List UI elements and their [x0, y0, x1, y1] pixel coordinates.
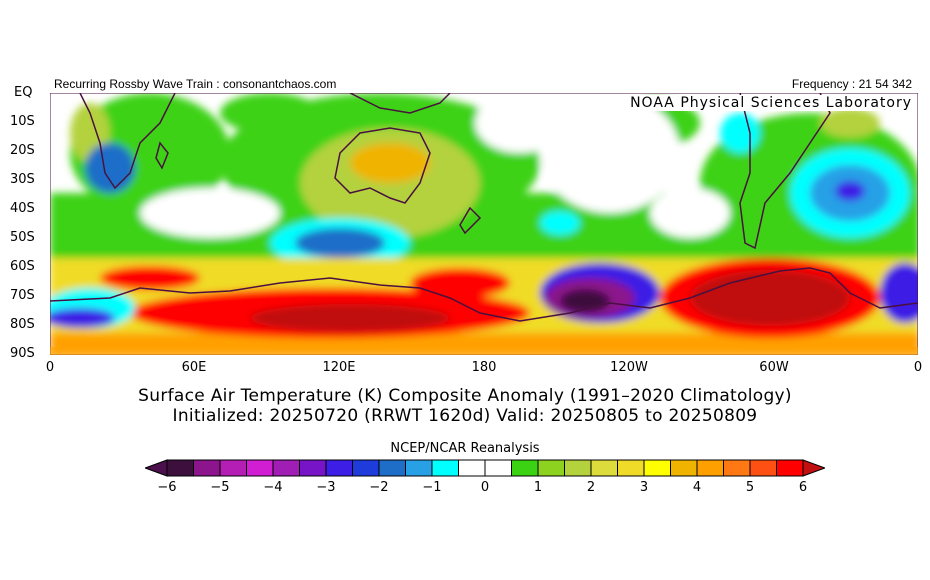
header-right: Frequency : 21 54 342	[791, 77, 912, 91]
lon-label: 60E	[181, 360, 207, 375]
lon-label: 180	[471, 360, 497, 375]
colorbar-swatch	[696, 459, 724, 477]
colorbar-swatch	[325, 459, 353, 477]
colorbar-swatch	[352, 459, 380, 477]
colorbar-tick: 4	[692, 480, 702, 495]
colorbar-swatch	[299, 459, 327, 477]
lon-label: 0	[913, 360, 923, 375]
colorbar-tick: 0	[480, 480, 490, 495]
australia-coast	[334, 127, 431, 204]
colorbar-swatch	[723, 459, 751, 477]
colorbar-swatch	[617, 459, 645, 477]
lat-label: 50S	[10, 230, 35, 245]
lab-label: NOAA Physical Sciences Laboratory	[628, 95, 914, 111]
colorbar-swatch	[405, 459, 433, 477]
colorbar-swatch	[378, 459, 406, 477]
colorbar-label: NCEP/NCAR Reanalysis	[390, 441, 540, 456]
colorbar-swatch	[272, 459, 300, 477]
colorbar-tick: 6	[798, 480, 808, 495]
indonesia-coast	[349, 93, 451, 114]
colorbar-swatch	[166, 459, 194, 477]
colorbar-swatch	[511, 459, 539, 477]
lat-label: 90S	[10, 346, 35, 361]
colorbar-swatch	[193, 459, 221, 477]
africa-coast	[79, 93, 176, 190]
lat-label: EQ	[14, 85, 33, 100]
lon-label: 60W	[759, 360, 789, 375]
colorbar-swatch	[484, 459, 512, 477]
new-zealand-coast	[459, 206, 482, 235]
colorbar-swatch	[776, 459, 804, 477]
colorbar-tick: −3	[316, 480, 336, 495]
colorbar-swatch	[643, 459, 671, 477]
lat-label: 80S	[10, 317, 35, 332]
coastlines	[50, 93, 918, 322]
lon-label: 0	[45, 360, 55, 375]
colorbar	[145, 459, 825, 477]
colorbar-swatch	[219, 459, 247, 477]
lat-label: 20S	[10, 143, 35, 158]
colorbar-swatch	[564, 459, 592, 477]
lat-label: 40S	[10, 201, 35, 216]
map-subtitle: Initialized: 20250720 (RRWT 1620d) Valid…	[172, 406, 758, 426]
antarctica-coast	[50, 267, 918, 322]
colorbar-tick: −6	[157, 480, 177, 495]
lon-label: 120W	[610, 360, 648, 375]
colorbar-swatch	[537, 459, 565, 477]
south-america-coast	[739, 93, 831, 250]
colorbar-swatch	[431, 459, 459, 477]
colorbar-swatch	[670, 459, 698, 477]
colorbar-swatch	[246, 459, 274, 477]
colorbar-swatch	[749, 459, 777, 477]
colorbar-swatch	[458, 459, 486, 477]
colorbar-tick: −1	[422, 480, 442, 495]
colorbar-tick: 3	[639, 480, 649, 495]
lat-label: 60S	[10, 259, 35, 274]
lat-label: 30S	[10, 172, 35, 187]
header-left: Recurring Rossby Wave Train : consonantc…	[54, 77, 337, 91]
colorbar-tick: −2	[369, 480, 389, 495]
colorbar-over-arrow	[802, 459, 825, 477]
colorbar-tick: −5	[210, 480, 230, 495]
colorbar-tick: 5	[745, 480, 755, 495]
colorbar-tick: 2	[586, 480, 596, 495]
colorbar-tick: 1	[533, 480, 543, 495]
anomaly-map	[50, 93, 918, 355]
lat-label: 10S	[10, 114, 35, 129]
lon-label: 120E	[322, 360, 356, 375]
madagascar-coast	[155, 141, 169, 170]
colorbar-tick: −4	[263, 480, 283, 495]
colorbar-swatch	[590, 459, 618, 477]
map-title: Surface Air Temperature (K) Composite An…	[138, 386, 792, 406]
lat-label: 70S	[10, 288, 35, 303]
colorbar-under-arrow	[145, 459, 168, 477]
